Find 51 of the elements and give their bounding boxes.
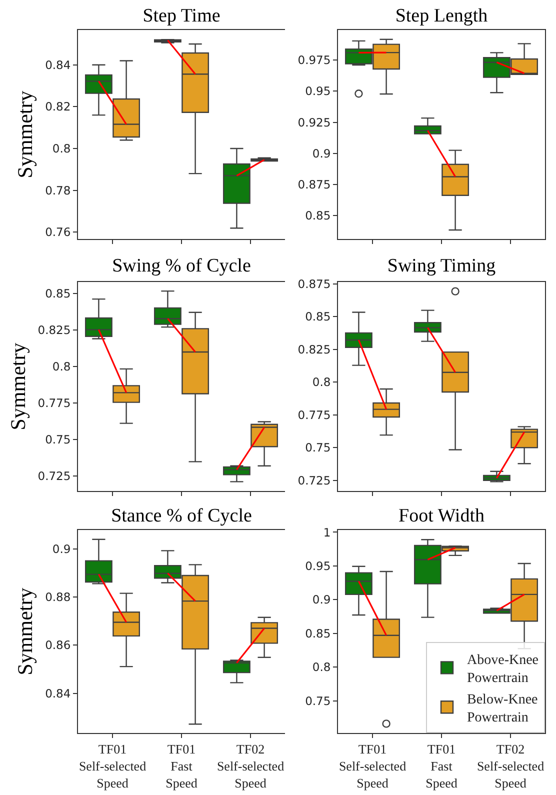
legend-label: Above-Knee Powertrain [467, 653, 539, 686]
y-tick-label: 0.95 [305, 84, 331, 98]
x-tick-label: TF02 Self-selected Speed [216, 742, 285, 790]
y-tick-label: 0.825 [38, 323, 71, 338]
y-tick-label: 0.82 [45, 100, 71, 114]
y-tick-label: 0.9 [312, 592, 331, 607]
y-tick-label: 0.9 [312, 146, 331, 160]
chart-title: Swing % of Cycle [112, 255, 251, 276]
y-axis-title: Symmetry [13, 90, 38, 178]
y-tick-label: 0.8 [52, 142, 71, 156]
y-tick-label: 0.775 [298, 408, 331, 422]
chart-title: Step Length [395, 5, 488, 26]
y-tick-label: 0.975 [298, 53, 331, 68]
chart-title: Step Time [142, 5, 220, 26]
x-tick-label: TF02 Self-selected Speed [476, 742, 545, 790]
x-tick-label: TF01 Self-selected Speed [78, 742, 147, 790]
y-tick-label: 0.875 [298, 276, 331, 291]
y-tick-label: 0.85 [45, 286, 71, 301]
y-tick-label: 0.925 [298, 115, 331, 130]
y-tick-label: 0.84 [45, 58, 71, 72]
y-tick-label: 0.9 [52, 542, 71, 556]
y-tick-label: 0.75 [45, 432, 71, 447]
y-tick-label: 0.725 [298, 473, 331, 488]
y-tick-label: 0.75 [305, 440, 331, 455]
chart-title: Stance % of Cycle [111, 505, 252, 526]
y-tick-label: 0.84 [45, 686, 71, 700]
y-tick-label: 0.76 [45, 225, 71, 240]
y-tick-label: 1 [323, 525, 331, 540]
x-tick-label: TF01 Fast Speed [426, 742, 458, 790]
y-tick-label: 0.85 [305, 310, 331, 324]
y-tick-label: 0.725 [38, 469, 71, 484]
y-tick-label: 0.875 [298, 178, 331, 192]
y-axis-title: Symmetry [13, 587, 38, 676]
legend-label: Below-Knee Powertrain [467, 692, 538, 726]
y-tick-label: 0.85 [305, 626, 331, 640]
x-tick-label: TF01 Fast Speed [166, 742, 198, 790]
x-tick-label: TF01 Self-selected Speed [338, 742, 407, 790]
y-tick-label: 0.95 [305, 558, 331, 573]
y-tick-label: 0.78 [45, 183, 71, 198]
y-tick-label: 0.825 [298, 342, 331, 356]
y-tick-label: 0.8 [312, 660, 331, 674]
y-tick-label: 0.775 [38, 396, 71, 410]
y-tick-label: 0.8 [52, 360, 71, 374]
y-tick-label: 0.8 [312, 375, 331, 390]
y-axis-title: Symmetry [6, 342, 30, 430]
chart-title: Swing Timing [387, 255, 496, 276]
y-tick-label: 0.88 [45, 590, 71, 604]
y-tick-label: 0.75 [305, 694, 331, 708]
y-tick-label: 0.86 [45, 638, 71, 652]
y-tick-label: 0.85 [305, 208, 331, 223]
chart-title: Foot Width [398, 505, 485, 526]
